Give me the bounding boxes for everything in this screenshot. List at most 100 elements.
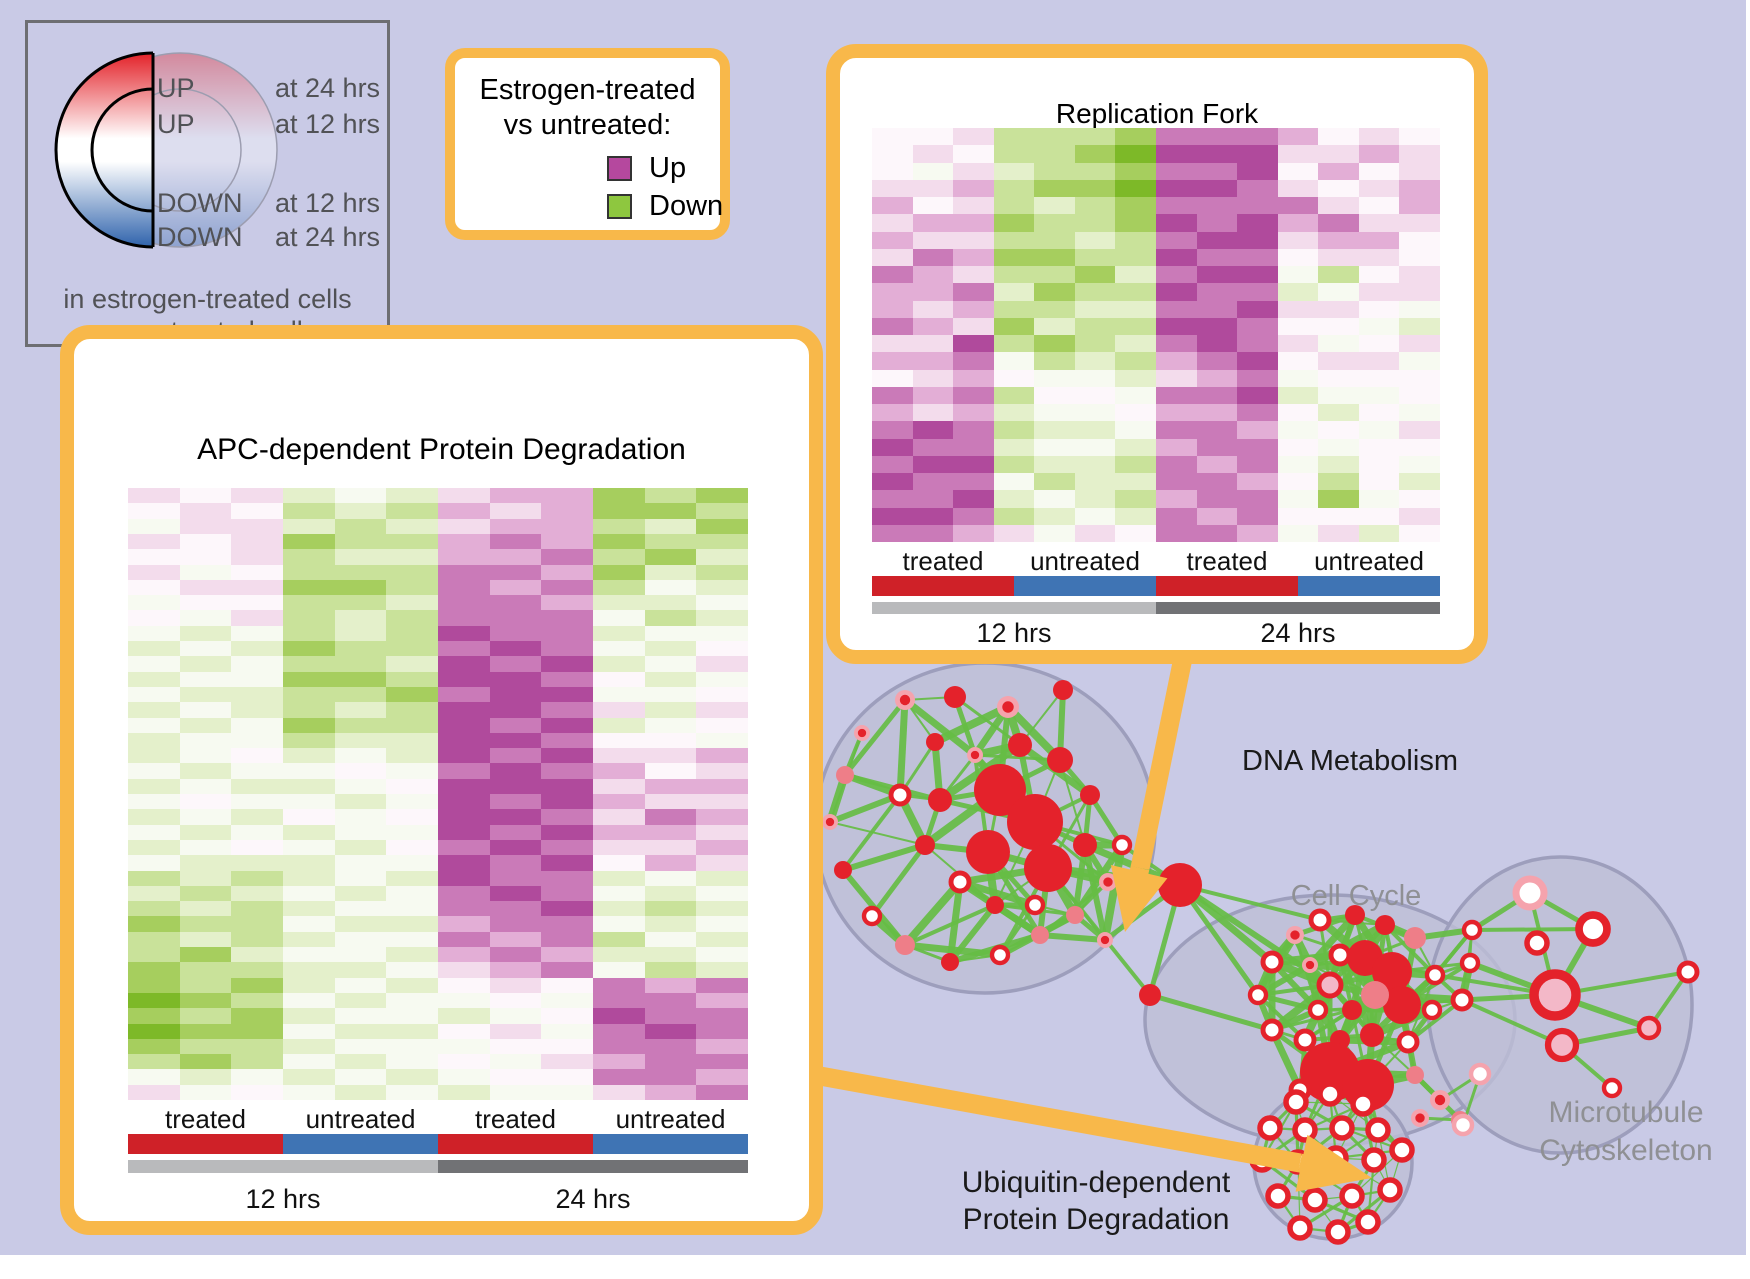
- heatmap-cell: [912, 128, 954, 146]
- heatmap-cell: [231, 824, 283, 840]
- heatmap-cell: [1074, 455, 1116, 473]
- heatmap-cell: [1156, 473, 1197, 491]
- heatmap-cell: [1196, 128, 1238, 146]
- heatmap-cell: [1358, 421, 1400, 439]
- heatmap-cell: [128, 809, 180, 825]
- replication-fork-panel: Replication Fork treated untreated treated…: [826, 44, 1488, 664]
- heatmap-cell: [1034, 524, 1075, 542]
- heatmap-cell: [696, 885, 748, 902]
- heatmap-cell: [696, 1084, 748, 1100]
- heatmap-cell: [1074, 231, 1116, 249]
- heatmap-cell: [283, 579, 335, 596]
- heatmap-cell: [334, 1069, 387, 1085]
- heatmap-cell: [128, 931, 180, 947]
- network-node: [948, 870, 972, 894]
- heatmap-cell: [696, 671, 748, 687]
- heatmap-cell: [334, 1054, 387, 1070]
- heatmap-cell: [644, 1008, 697, 1024]
- heatmap-cell: [593, 947, 645, 963]
- treated-bar-segment: [872, 576, 1014, 596]
- heatmap-cell: [1277, 162, 1319, 180]
- heatmap-cell: [1074, 490, 1116, 508]
- heatmap-cell: [644, 1069, 697, 1085]
- heatmap-cell: [912, 145, 954, 163]
- heatmap-cell: [179, 1084, 232, 1100]
- heatmap-cell: [179, 885, 232, 902]
- heatmap-cell: [283, 855, 335, 871]
- heatmap-cell: [179, 916, 232, 932]
- network-node: [1459, 952, 1481, 974]
- heatmap-cell: [1318, 369, 1359, 387]
- heatmap-cell: [1399, 404, 1440, 422]
- heatmap-cell: [438, 855, 490, 871]
- heatmap-cell: [489, 579, 542, 596]
- heatmap-cell: [1115, 524, 1156, 542]
- heatmap-cell: [1399, 283, 1440, 301]
- heatmap-cell: [128, 885, 180, 902]
- heatmap-cell: [1156, 300, 1197, 318]
- heatmap-cell: [1034, 421, 1075, 439]
- callout-arrowhead: [1110, 865, 1168, 932]
- heatmap-cell: [644, 839, 697, 856]
- heatmap-cell: [128, 595, 180, 611]
- network-edge: [1082, 844, 1108, 941]
- heatmap-cell: [489, 518, 542, 534]
- heatmap-cell: [334, 1084, 387, 1100]
- heatmap-cell: [489, 977, 542, 993]
- treated-bar-segment: [1156, 576, 1298, 596]
- heatmap-cell: [1277, 438, 1319, 456]
- heatmap-cell: [489, 931, 542, 947]
- heatmap-cell: [489, 488, 542, 504]
- heatmap-cell: [386, 839, 438, 856]
- apc-panel-title: APC-dependent Protein Degradation: [197, 433, 686, 466]
- heatmap-cell: [1034, 404, 1075, 422]
- heatmap-cell: [593, 518, 645, 534]
- heatmap-cell: [593, 931, 645, 947]
- heatmap-cell: [644, 702, 697, 718]
- network-node: [1257, 1115, 1283, 1141]
- heatmap-cell: [993, 404, 1035, 422]
- heatmap-cell: [231, 488, 283, 504]
- network-node-core: [1002, 701, 1014, 713]
- network-node: [1544, 1027, 1580, 1063]
- heatmap-cell: [593, 533, 645, 550]
- timepoint-legend-box: UP at 24 hrs UP at 12 hrs DOWN at 12 hrs DOWN a…: [25, 20, 390, 347]
- heatmap-cell: [334, 595, 387, 611]
- time-label: 12 hrs: [245, 1184, 321, 1214]
- heatmap-cell: [1034, 507, 1075, 525]
- heatmap-cell: [489, 778, 542, 794]
- heatmap-cell: [1196, 369, 1238, 387]
- heatmap-cell: [593, 549, 645, 565]
- heatmap-cell: [231, 916, 283, 932]
- heatmap-cell: [541, 1069, 593, 1085]
- heatmap-cell: [912, 231, 954, 249]
- legend-direction-label: DOWN: [157, 222, 243, 252]
- heatmap-cell: [1277, 300, 1319, 318]
- heatmap-cell: [283, 992, 335, 1009]
- heatmap-cell: [1196, 317, 1238, 335]
- heatmap-cell: [1399, 197, 1440, 215]
- heatmap-cell: [953, 317, 994, 335]
- network-node: [1601, 1077, 1623, 1099]
- network-node: [1047, 747, 1073, 773]
- heatmap-cell: [386, 641, 438, 657]
- heatmap-cell: [1196, 507, 1238, 525]
- network-node: [1372, 952, 1412, 992]
- heatmap-cell: [438, 947, 490, 963]
- heatmap-cell: [1237, 369, 1278, 387]
- heatmap-cell: [872, 179, 913, 197]
- heatmap-cell: [489, 1069, 542, 1085]
- heatmap-cell: [1237, 300, 1278, 318]
- heatmap-cell: [644, 977, 697, 993]
- heatmap-cell: [179, 732, 232, 749]
- heatmap-cell: [644, 870, 697, 886]
- heatmap-cell: [644, 748, 697, 764]
- heatmap-cell: [489, 839, 542, 856]
- heatmap-cell: [1156, 179, 1197, 197]
- heatmap-cell: [872, 404, 913, 422]
- heatmap-cell: [231, 549, 283, 565]
- heatmap-cell: [438, 870, 490, 886]
- condition-label: treated: [902, 546, 984, 576]
- heatmap-cell: [644, 1054, 697, 1070]
- heatmap-cell: [128, 717, 180, 733]
